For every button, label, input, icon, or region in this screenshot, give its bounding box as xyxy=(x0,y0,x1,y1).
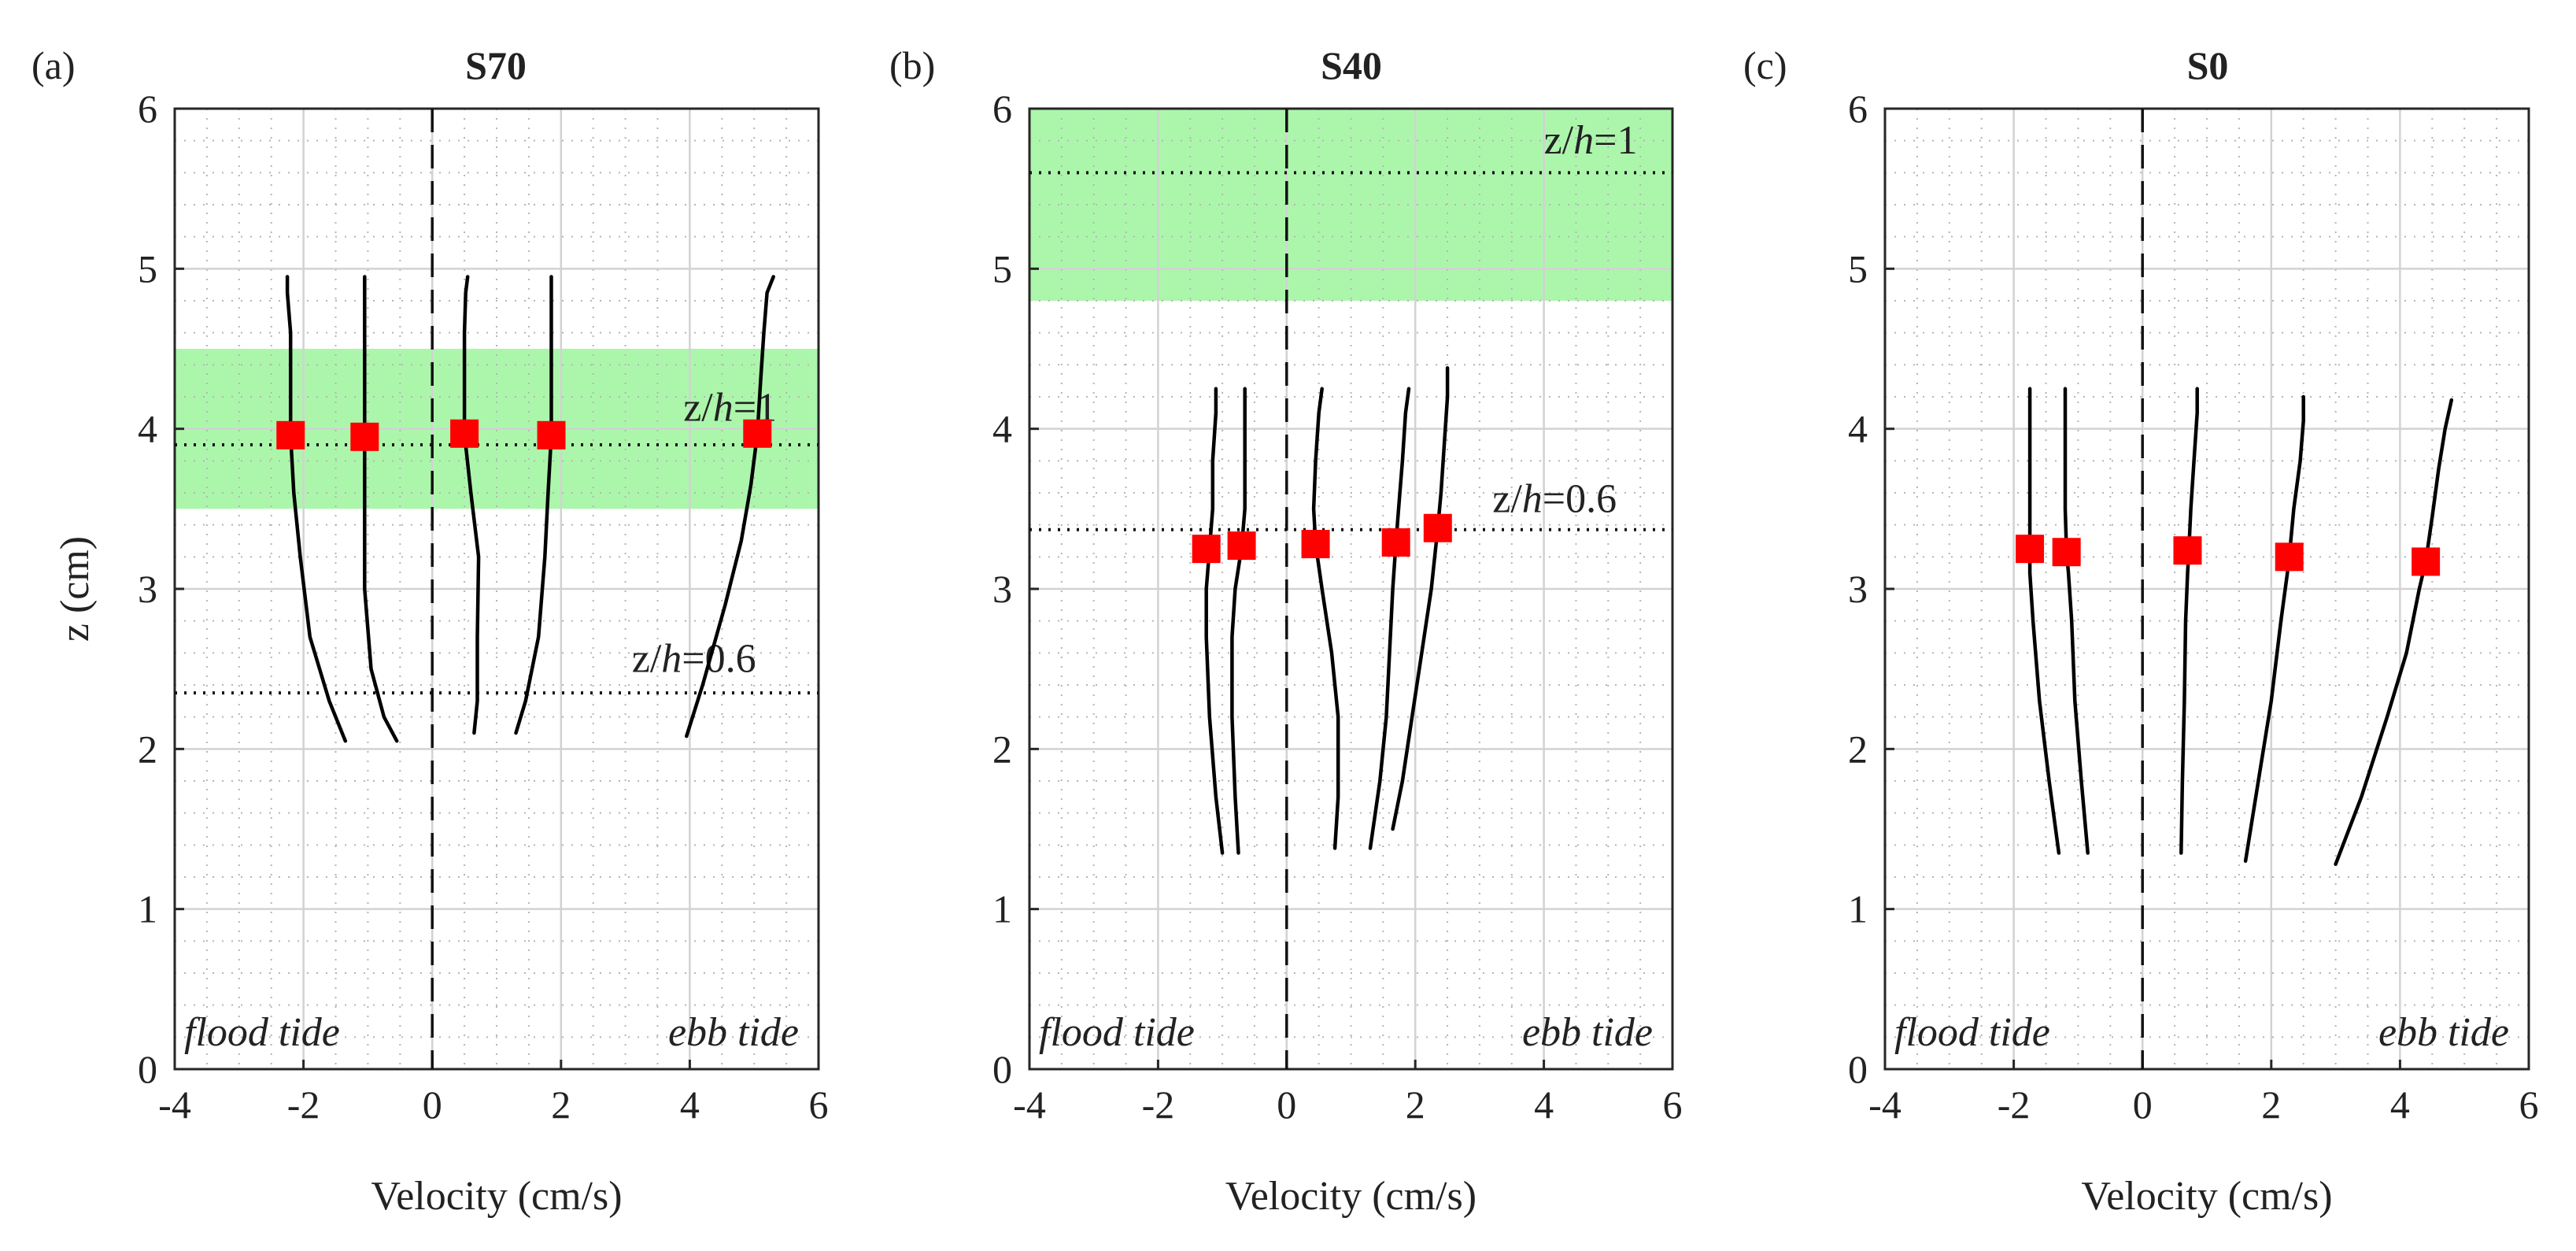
velocity-profile-line xyxy=(1368,387,1411,850)
reference-label: z/h=1 xyxy=(1544,118,1638,163)
data-point-marker xyxy=(2412,547,2441,576)
y-tick-label: 0 xyxy=(1848,1047,1868,1091)
velocity-profile-line xyxy=(462,275,481,735)
x-tick-label: -2 xyxy=(1998,1083,2031,1127)
velocity-profile-line xyxy=(1230,387,1247,855)
x-tick-label: 0 xyxy=(1277,1083,1296,1127)
chart-title: S40 xyxy=(1321,43,1382,87)
panel-b: (b) S40 -4 -2 0 2 4 6 0 1 2 3 4 5 6 Velocity (cm/s) z/… xyxy=(889,43,1683,1219)
y-tick-label: 1 xyxy=(992,887,1012,931)
data-point-marker xyxy=(1227,531,1256,561)
y-tick-label: 3 xyxy=(1848,567,1868,611)
panel-label: (b) xyxy=(889,43,935,87)
y-tick-label: 2 xyxy=(992,727,1012,771)
reference-label: z/h=0.6 xyxy=(632,637,756,682)
chart-title: S0 xyxy=(2187,43,2229,87)
data-point-marker xyxy=(743,419,772,448)
data-point-marker xyxy=(1301,530,1330,559)
x-tick-label: 0 xyxy=(2133,1083,2153,1127)
y-tick-label: 4 xyxy=(992,407,1012,451)
data-point-marker xyxy=(276,420,305,450)
data-point-marker xyxy=(2016,535,2045,564)
x-tick-label: 0 xyxy=(423,1083,442,1127)
data-point-marker xyxy=(537,420,566,450)
data-point-marker xyxy=(2173,536,2202,565)
ebb-tide-label: ebb tide xyxy=(1522,1010,1653,1055)
flood-tide-label: flood tide xyxy=(1039,1010,1195,1055)
y-tick-label: 4 xyxy=(138,407,157,451)
ebb-tide-label: ebb tide xyxy=(2378,1010,2509,1055)
y-tick-label: 6 xyxy=(992,87,1012,131)
y-tick-label: 0 xyxy=(992,1047,1012,1091)
x-tick-label: -2 xyxy=(287,1083,320,1127)
y-tick-label: 5 xyxy=(138,246,157,291)
x-tick-label: 6 xyxy=(1663,1083,1683,1127)
velocity-profile-line xyxy=(1204,387,1225,855)
velocity-profile-line xyxy=(2179,387,2199,855)
velocity-profile-line xyxy=(1311,387,1340,850)
y-tick-label: 3 xyxy=(992,567,1012,611)
data-point-marker xyxy=(2275,542,2304,572)
x-tick-label: -2 xyxy=(1142,1083,1175,1127)
x-tick-label: 4 xyxy=(680,1083,700,1127)
x-tick-label: -4 xyxy=(158,1083,191,1127)
velocity-profile-line xyxy=(514,275,553,735)
data-point-marker xyxy=(1192,535,1221,564)
x-tick-label: 6 xyxy=(809,1083,829,1127)
velocity-profile-line xyxy=(685,275,775,738)
y-tick-label: 1 xyxy=(138,887,157,931)
x-axis-label: Velocity (cm/s) xyxy=(1225,1174,1476,1219)
y-tick-label: 3 xyxy=(138,567,157,611)
panel-label: (c) xyxy=(1743,43,1787,87)
x-tick-label: 2 xyxy=(2261,1083,2281,1127)
y-tick-label: 5 xyxy=(992,246,1012,291)
flood-tide-label: flood tide xyxy=(184,1010,340,1055)
y-tick-label: 6 xyxy=(1848,87,1868,131)
panel-label: (a) xyxy=(31,43,76,87)
x-axis-label: Velocity (cm/s) xyxy=(371,1174,622,1219)
velocity-profile-line xyxy=(2334,398,2454,866)
data-point-marker xyxy=(2052,538,2081,567)
x-tick-label: -4 xyxy=(1868,1083,1902,1127)
x-tick-label: 6 xyxy=(2519,1083,2539,1127)
x-axis-label: Velocity (cm/s) xyxy=(2081,1174,2332,1219)
x-tick-label: 4 xyxy=(1534,1083,1554,1127)
y-tick-label: 5 xyxy=(1848,246,1868,291)
y-tick-label: 0 xyxy=(138,1047,157,1091)
velocity-profile-line xyxy=(2027,387,2061,855)
chart-title: S70 xyxy=(465,43,527,87)
reference-label: z/h=0.6 xyxy=(1492,476,1617,521)
x-tick-label: 2 xyxy=(551,1083,571,1127)
panel-a: (a) S70 -4 -2 0 2 4 6 0 1 2 3 4 5 6 Velocity (cm/s) z … xyxy=(31,43,829,1219)
flood-tide-label: flood tide xyxy=(1894,1010,2050,1055)
y-axis-label: z (cm) xyxy=(53,536,98,642)
x-tick-label: 2 xyxy=(1406,1083,1425,1127)
y-tick-label: 2 xyxy=(1848,727,1868,771)
velocity-profile-line xyxy=(363,275,399,743)
data-point-marker xyxy=(1381,528,1410,557)
x-tick-label: 4 xyxy=(2390,1083,2410,1127)
x-tick-label: -4 xyxy=(1013,1083,1046,1127)
panel-c: (c) S0 -4 -2 0 2 4 6 0 1 2 3 4 5 6 Velocity (cm/s) flo… xyxy=(1743,43,2539,1219)
velocity-profile-line xyxy=(1391,366,1450,831)
y-tick-label: 4 xyxy=(1848,407,1868,451)
data-point-marker xyxy=(1423,513,1452,542)
y-tick-label: 6 xyxy=(138,87,157,131)
data-point-marker xyxy=(450,419,479,448)
y-tick-label: 1 xyxy=(1848,887,1868,931)
velocity-profile-line xyxy=(285,275,348,743)
y-tick-label: 2 xyxy=(138,727,157,771)
ebb-tide-label: ebb tide xyxy=(668,1010,799,1055)
velocity-profile-line xyxy=(2243,394,2305,863)
data-point-marker xyxy=(350,422,379,451)
